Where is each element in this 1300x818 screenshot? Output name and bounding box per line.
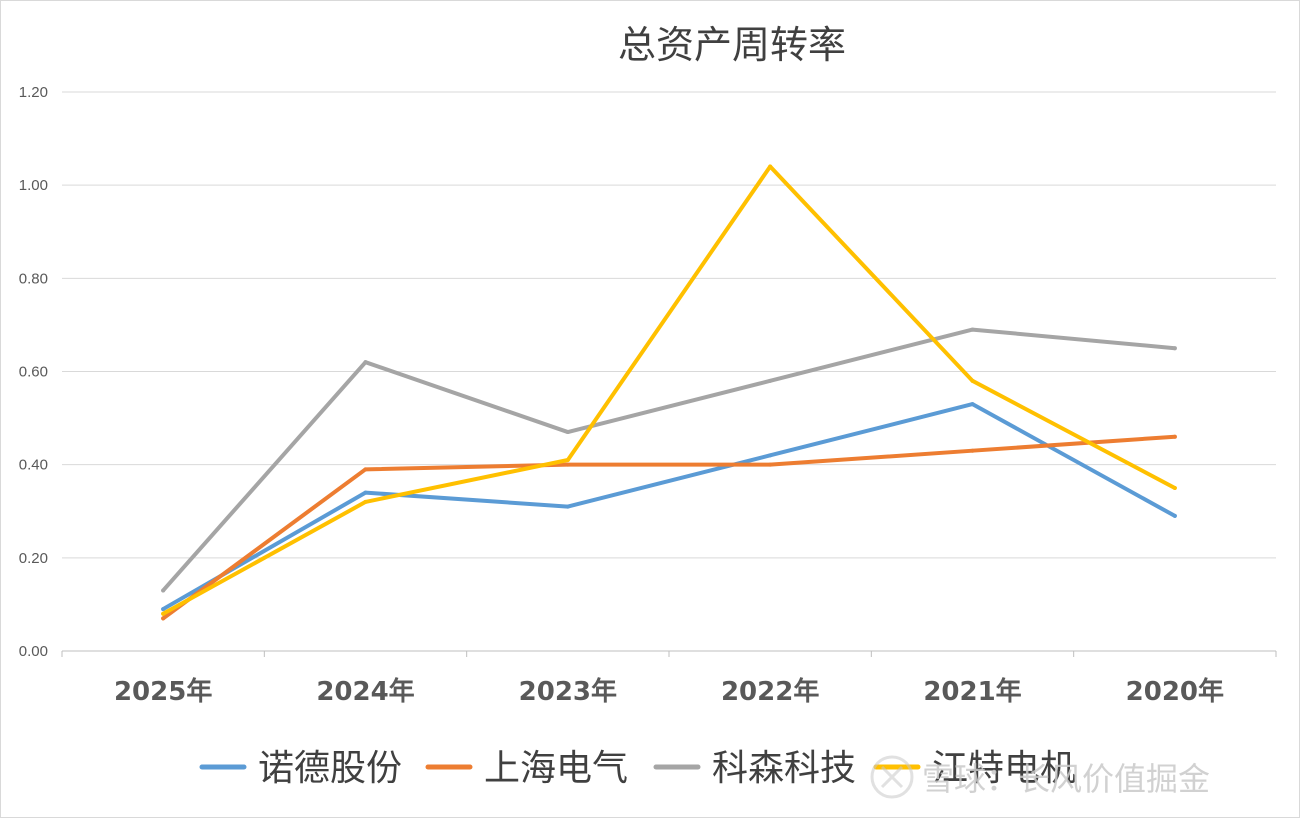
x-tick-label: 2021年 [923, 676, 1021, 707]
data-point [1172, 346, 1177, 351]
x-tick-label: 2024年 [316, 676, 414, 707]
data-point [970, 402, 975, 407]
snowball-logo-icon [870, 755, 914, 799]
data-point [161, 616, 166, 621]
x-tick-label: 2020年 [1126, 676, 1224, 707]
y-tick-label: 0.20 [19, 550, 48, 567]
y-tick-label: 0.00 [19, 643, 48, 660]
data-point [363, 360, 368, 365]
data-point [1172, 513, 1177, 518]
y-tick-label: 0.80 [19, 270, 48, 287]
y-tick-label: 1.20 [19, 84, 48, 101]
data-point [161, 588, 166, 593]
data-point [768, 378, 773, 383]
data-point [565, 462, 570, 467]
data-point [161, 611, 166, 616]
legend-label: 诺德股份 [258, 748, 402, 789]
data-point [161, 607, 166, 612]
data-point [970, 448, 975, 453]
data-point [1172, 434, 1177, 439]
y-tick-label: 0.60 [19, 364, 48, 381]
data-point [363, 490, 368, 495]
legend-label: 科森科技 [712, 748, 856, 789]
x-tick-label: 2022年 [721, 676, 819, 707]
data-point [970, 378, 975, 383]
series-line-1 [161, 402, 1177, 612]
series-line-3 [161, 327, 1177, 593]
y-tick-label: 1.00 [19, 177, 48, 194]
data-point [565, 430, 570, 435]
data-point [565, 458, 570, 463]
legend-label: 江特电机 [932, 748, 1076, 789]
series-lines [161, 164, 1177, 621]
legend: 诺德股份 上海电气 科森科技 江特电机 [199, 748, 1076, 789]
series-line-4 [161, 164, 1177, 616]
data-point [565, 504, 570, 509]
series-line-2 [161, 434, 1177, 621]
data-point [363, 467, 368, 472]
x-axis: 2025年 2024年 2023年 2022年 2021年 2020年 [61, 651, 1277, 707]
data-point [768, 453, 773, 458]
chart-title: 总资产周转率 [618, 23, 846, 67]
x-tick-label: 2023年 [519, 676, 617, 707]
data-point [768, 462, 773, 467]
watermark-text: 雪球：长风价值掘金 [922, 760, 1210, 798]
x-tick-label: 2025年 [114, 676, 212, 707]
data-point [363, 499, 368, 504]
y-tick-label: 0.40 [19, 457, 48, 474]
data-point [1172, 485, 1177, 490]
y-axis: 0.00 0.20 0.40 0.60 0.80 1.00 1.20 [19, 84, 48, 660]
watermark: 雪球：长风价值掘金 [870, 755, 1210, 799]
legend-label: 上海电气 [484, 748, 628, 789]
data-point [768, 164, 773, 169]
data-point [970, 327, 975, 332]
